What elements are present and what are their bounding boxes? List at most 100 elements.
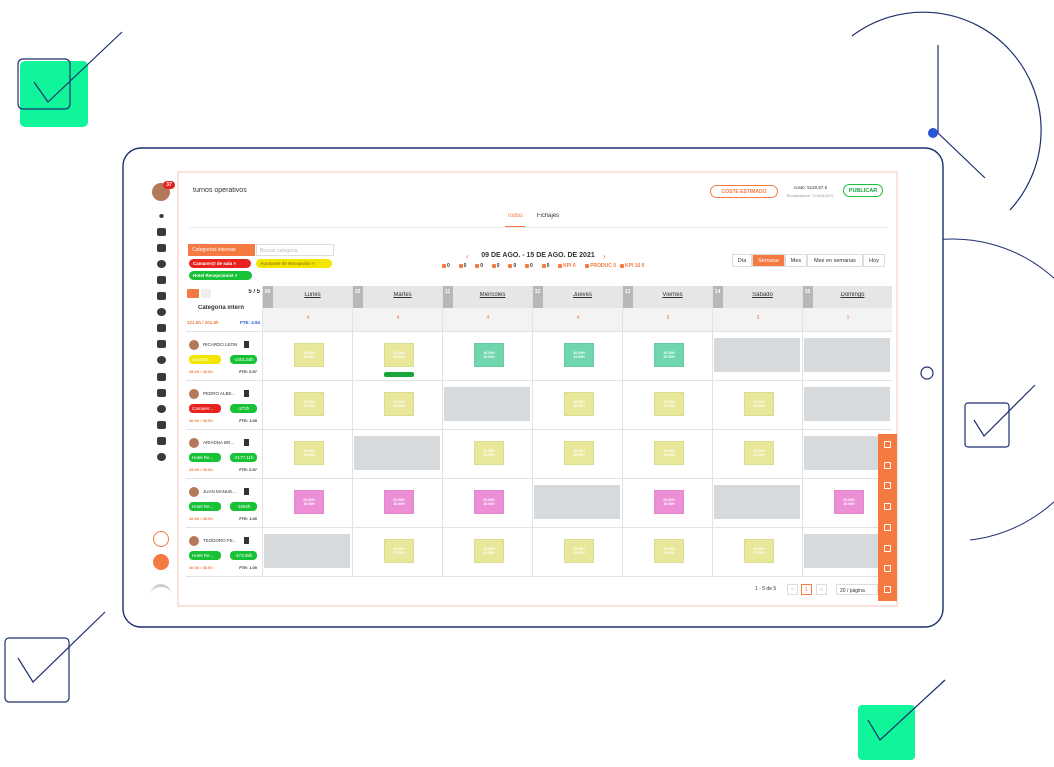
day-name[interactable]: Martes xyxy=(393,292,412,298)
shift-block[interactable]: 10.00H 22.00H xyxy=(744,539,774,563)
filter-tag[interactable]: Ayudante de Recepción × xyxy=(256,259,332,268)
shift-block[interactable]: 10.00H 22.00H xyxy=(654,392,684,416)
badge: 37 xyxy=(163,181,175,189)
shift-block[interactable]: 10.00H 22.00H xyxy=(564,441,594,465)
sidebar-icon[interactable] xyxy=(157,244,166,252)
sidebar-icon[interactable] xyxy=(157,324,166,332)
shift-block[interactable]: 10.00H 22.00H xyxy=(294,343,324,367)
shift-block[interactable]: 02.00H 10.00H xyxy=(834,490,864,514)
shift-block[interactable]: 02.00H 10.00H xyxy=(384,490,414,514)
shift-block[interactable]: 10.00H 22.00H xyxy=(294,441,324,465)
power-button[interactable] xyxy=(153,554,169,570)
toolbar-button[interactable] xyxy=(884,461,891,469)
current-page[interactable]: 1 xyxy=(801,584,812,595)
view-button[interactable]: Día xyxy=(732,254,752,267)
employee-avatar xyxy=(189,389,199,399)
shift-block[interactable]: 10.00H 22.00H xyxy=(474,343,504,367)
day-name[interactable]: Sábado xyxy=(752,292,773,298)
shift-block[interactable]: 10.00H 22.00H xyxy=(744,392,774,416)
sidebar-icon[interactable] xyxy=(157,228,166,236)
list-view-toggle[interactable] xyxy=(201,289,211,298)
toolbar-button[interactable] xyxy=(884,565,891,573)
day-name[interactable]: Domingo xyxy=(840,292,865,298)
tab[interactable]: Todos xyxy=(506,213,523,219)
shift-block[interactable]: 10.00H 22.00H xyxy=(474,441,504,465)
shift-time: 22.00H xyxy=(573,453,585,457)
check-box xyxy=(20,61,88,127)
view-button[interactable]: Hoy xyxy=(863,254,885,267)
day-name[interactable]: Viernes xyxy=(662,292,683,298)
shift-time: 10.00H xyxy=(753,449,765,453)
sidebar-icon[interactable] xyxy=(157,421,166,429)
toolbar-button[interactable] xyxy=(884,523,891,531)
column-line xyxy=(352,286,353,576)
toolbar-button[interactable] xyxy=(884,544,891,552)
day-name[interactable]: Miércoles xyxy=(479,292,506,298)
day-name[interactable]: Lunes xyxy=(304,292,321,298)
stat-icon xyxy=(458,264,463,268)
sidebar-icon[interactable] xyxy=(157,276,166,284)
shift-block[interactable]: 10.00H 22.00H xyxy=(294,392,324,416)
shift-block[interactable]: 02.00H 10.00H xyxy=(654,490,684,514)
stat-icon xyxy=(442,264,446,268)
toolbar-button[interactable] xyxy=(884,482,891,490)
shift-block[interactable]: 02.00H 10.00H xyxy=(474,490,504,514)
shift-block[interactable]: 10.00H 22.00H xyxy=(474,539,504,563)
sidebar-icon[interactable] xyxy=(157,405,166,413)
view-button[interactable]: Mes en semanas xyxy=(807,254,863,267)
shift-block[interactable]: 10.00H 22.00H xyxy=(654,343,684,367)
shift-time: 10.00H xyxy=(303,449,315,453)
shift-block[interactable]: 10.00H 22.00H xyxy=(744,441,774,465)
shift-block[interactable]: 10.00H 22.00H xyxy=(654,441,684,465)
toolbar-button[interactable] xyxy=(884,441,891,448)
next-week[interactable]: › xyxy=(603,252,606,261)
sidebar-icon[interactable] xyxy=(157,292,166,300)
shift-block[interactable]: 10.00H 22.00H xyxy=(564,392,594,416)
sidebar-icon[interactable] xyxy=(157,389,166,397)
sidebar-icon[interactable] xyxy=(157,260,166,268)
category-select[interactable]: Categoría intern xyxy=(198,305,245,311)
toolbar-button[interactable] xyxy=(884,585,891,593)
employee-avatar xyxy=(189,536,199,546)
shift-time: 10.00H xyxy=(483,449,495,453)
prev-page[interactable]: < xyxy=(787,584,798,595)
publish-button[interactable]: PUBLICAR xyxy=(843,184,883,197)
sidebar-icon[interactable] xyxy=(157,308,166,316)
shift-block[interactable]: 10.00H 22.00H xyxy=(384,539,414,563)
filter-tag[interactable]: Camarer@ de sala × xyxy=(189,259,251,268)
search-input[interactable]: Buscar categoria xyxy=(256,244,334,256)
sidebar-icon[interactable] xyxy=(159,214,164,218)
filter-tag[interactable]: Hotel Recepcionist × xyxy=(189,271,252,280)
category-dropdown[interactable]: Categorías internas xyxy=(188,244,255,256)
view-button[interactable]: Mes xyxy=(785,254,807,267)
prev-week[interactable]: ‹ xyxy=(466,252,469,261)
shift-block[interactable]: 10.00H 22.00H xyxy=(384,343,414,367)
sidebar-icon[interactable] xyxy=(157,373,166,381)
sidebar-icon[interactable] xyxy=(157,356,166,364)
grid-subheader-bg xyxy=(262,308,892,331)
page-size[interactable]: 20 / página xyxy=(836,584,878,595)
employee-actions xyxy=(244,439,258,446)
absence-block xyxy=(804,436,890,470)
stat: 0 xyxy=(546,263,550,269)
next-page[interactable]: > xyxy=(816,584,827,595)
tab[interactable]: Fichajes xyxy=(536,213,560,219)
employee-balance: -272h xyxy=(230,404,257,413)
sidebar-icon[interactable] xyxy=(157,453,166,461)
shift-block[interactable]: 10.00H 22.00H xyxy=(654,539,684,563)
sidebar-icon[interactable] xyxy=(157,437,166,445)
day-name[interactable]: Jueves xyxy=(572,292,592,298)
shift-block[interactable]: 02.00H 10.00H xyxy=(294,490,324,514)
toolbar-button[interactable] xyxy=(884,503,891,511)
cost-button[interactable]: COSTE ESTIMADO xyxy=(710,185,778,198)
shift-block[interactable]: 10.00H 22.00H xyxy=(384,392,414,416)
help-button[interactable] xyxy=(153,531,169,547)
grid-view-toggle[interactable] xyxy=(187,289,199,298)
fte-total: FTE: 4.94 xyxy=(240,320,260,325)
sidebar-icon[interactable] xyxy=(157,340,166,348)
employee-name: JUAN MANUE... xyxy=(203,489,237,494)
view-button[interactable]: Semana xyxy=(752,254,785,267)
shift-time: 02.00H xyxy=(663,498,675,502)
shift-block[interactable]: 10.00H 22.00H xyxy=(564,539,594,563)
shift-block[interactable]: 10.00H 22.00H xyxy=(564,343,594,367)
